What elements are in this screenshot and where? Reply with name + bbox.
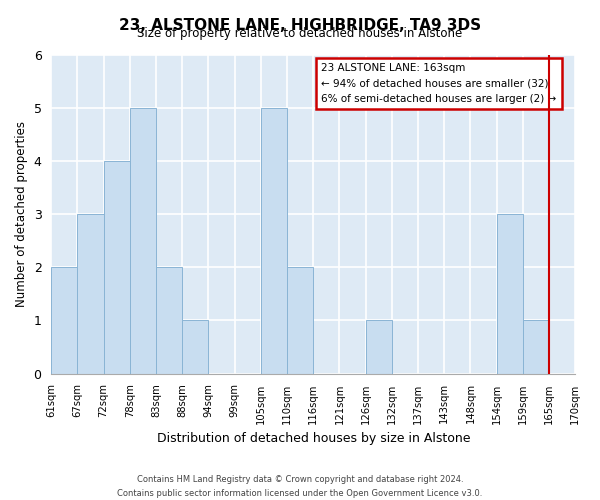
Bar bbox=[365, 320, 392, 374]
Bar bbox=[51, 268, 77, 374]
Text: 23, ALSTONE LANE, HIGHBRIDGE, TA9 3DS: 23, ALSTONE LANE, HIGHBRIDGE, TA9 3DS bbox=[119, 18, 481, 32]
Bar bbox=[156, 268, 182, 374]
Y-axis label: Number of detached properties: Number of detached properties bbox=[15, 122, 28, 308]
Bar bbox=[130, 108, 156, 374]
X-axis label: Distribution of detached houses by size in Alstone: Distribution of detached houses by size … bbox=[157, 432, 470, 445]
Text: Size of property relative to detached houses in Alstone: Size of property relative to detached ho… bbox=[137, 28, 463, 40]
Bar bbox=[104, 161, 130, 374]
Bar bbox=[77, 214, 104, 374]
Bar bbox=[523, 320, 549, 374]
Text: 23 ALSTONE LANE: 163sqm
← 94% of detached houses are smaller (32)
6% of semi-det: 23 ALSTONE LANE: 163sqm ← 94% of detache… bbox=[321, 63, 556, 104]
Bar bbox=[182, 320, 208, 374]
Bar bbox=[261, 108, 287, 374]
Text: Contains HM Land Registry data © Crown copyright and database right 2024.
Contai: Contains HM Land Registry data © Crown c… bbox=[118, 476, 482, 498]
Bar bbox=[497, 214, 523, 374]
Bar bbox=[287, 268, 313, 374]
